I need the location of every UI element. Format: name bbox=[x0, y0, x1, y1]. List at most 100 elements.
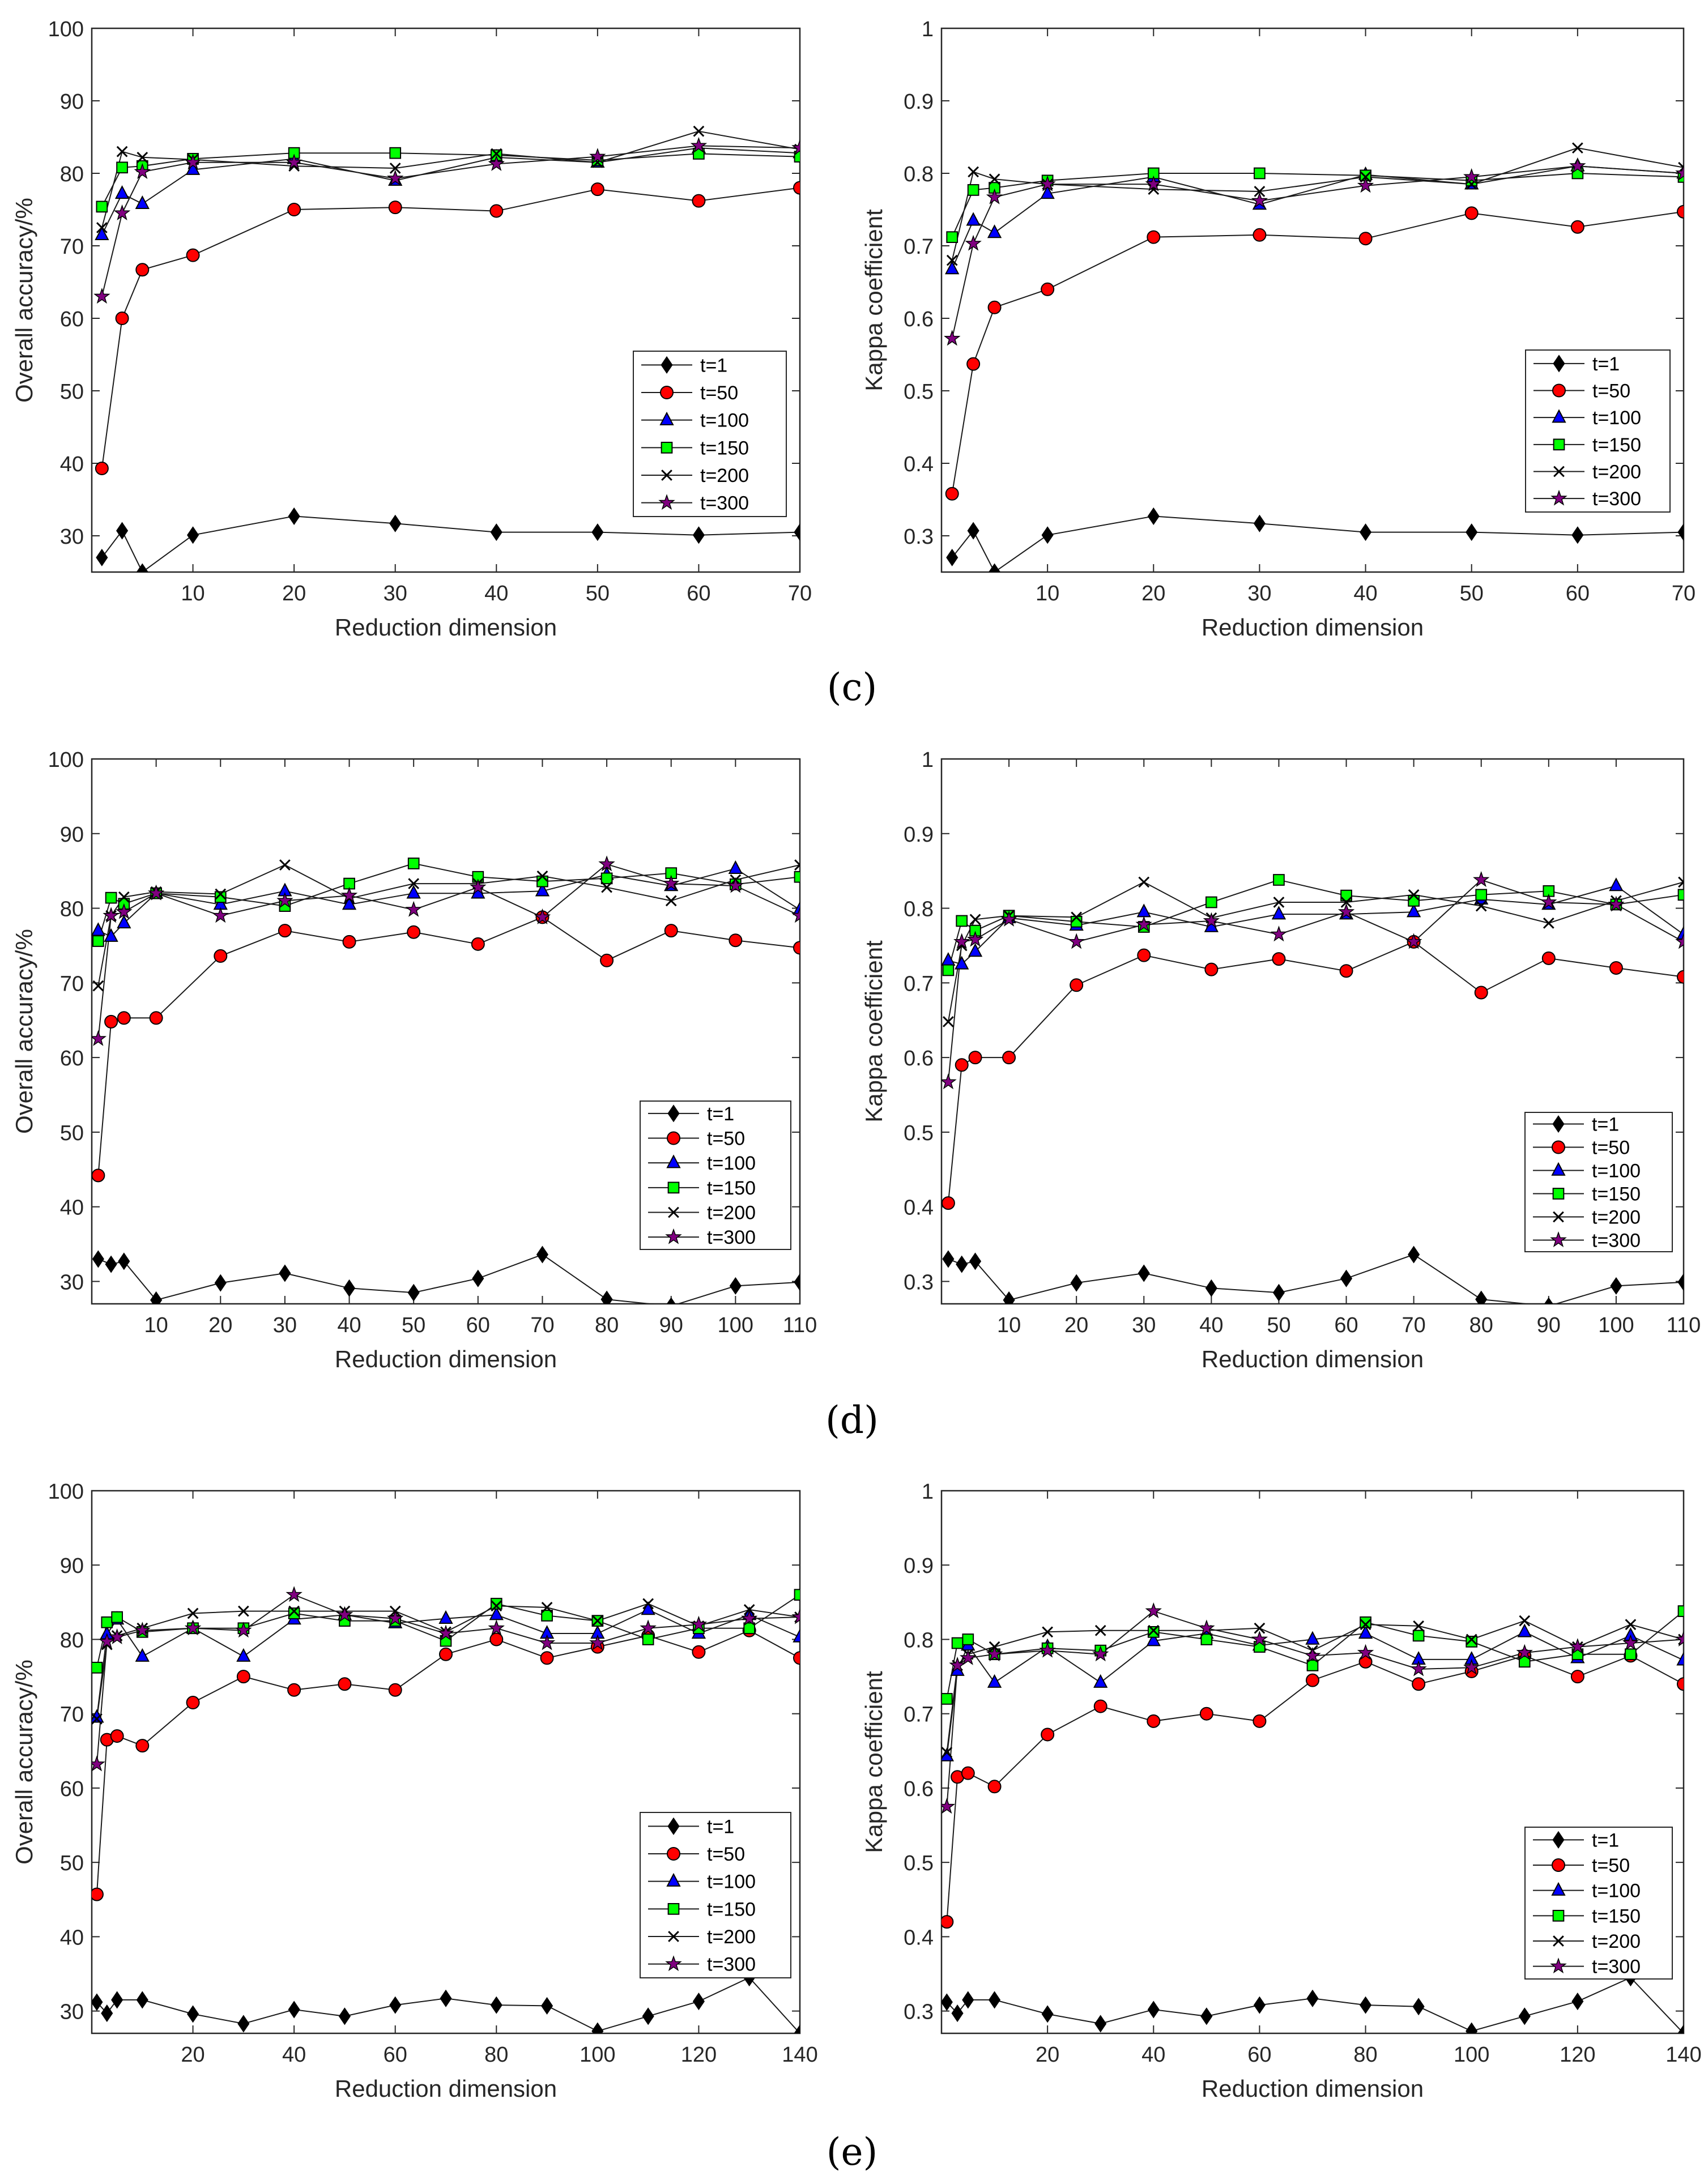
legend-label-t-100: t=100 bbox=[1592, 407, 1641, 429]
series-line-t-200 bbox=[97, 864, 800, 986]
point-t-300 bbox=[1410, 1660, 1427, 1677]
legend-marker-t-1 bbox=[667, 1104, 680, 1123]
point-t-1 bbox=[1041, 526, 1054, 544]
point-t-50 bbox=[135, 263, 150, 277]
y-tick-label: 80 bbox=[60, 163, 84, 186]
point-t-150 bbox=[407, 858, 420, 869]
point-t-50 bbox=[1570, 1670, 1584, 1684]
panel-label-c: (c) bbox=[827, 666, 877, 709]
point-t-300 bbox=[791, 1608, 800, 1624]
legend-marker-t-150 bbox=[1552, 1188, 1565, 1200]
point-t-1 bbox=[729, 1277, 742, 1295]
point-t-150 bbox=[1200, 1633, 1213, 1645]
point-t-200 bbox=[942, 1747, 953, 1758]
point-t-50 bbox=[1464, 206, 1479, 220]
point-t-100 bbox=[1358, 1625, 1373, 1639]
point-t-300 bbox=[1569, 157, 1586, 173]
y-tick-label: 0.3 bbox=[904, 525, 934, 549]
point-t-50 bbox=[945, 487, 959, 501]
point-t-1 bbox=[92, 1250, 104, 1268]
y-tick-label: 80 bbox=[60, 898, 84, 922]
x-tick-label: 60 bbox=[1566, 582, 1590, 605]
x-tick-label: 70 bbox=[530, 1313, 554, 1337]
point-t-300 bbox=[92, 1755, 105, 1772]
plot-area bbox=[944, 142, 1684, 572]
x-tick-label: 40 bbox=[337, 1313, 361, 1337]
point-t-100 bbox=[135, 1648, 150, 1662]
y-tick-label: 50 bbox=[60, 380, 84, 404]
x-tick-label: 120 bbox=[1560, 2043, 1595, 2067]
point-t-300 bbox=[1145, 175, 1162, 191]
point-t-50 bbox=[186, 1696, 200, 1710]
legend-label-t-1: t=1 bbox=[707, 1103, 734, 1125]
legend-label-t-300: t=300 bbox=[1592, 1956, 1641, 1978]
point-t-300 bbox=[953, 933, 970, 949]
point-t-100 bbox=[966, 212, 981, 226]
point-t-200 bbox=[1475, 900, 1487, 912]
point-t-200 bbox=[1340, 897, 1352, 908]
x-tick-label: 110 bbox=[783, 1313, 817, 1337]
point-t-200 bbox=[1543, 918, 1554, 929]
point-t-300 bbox=[1135, 916, 1152, 932]
point-t-300 bbox=[1251, 192, 1268, 208]
point-t-50 bbox=[1147, 1714, 1161, 1728]
point-t-200 bbox=[1138, 876, 1150, 888]
y-tick-label: 0.7 bbox=[904, 972, 934, 996]
plot-area bbox=[942, 1602, 1684, 2033]
point-t-100 bbox=[1271, 906, 1286, 920]
point-t-1 bbox=[1475, 1290, 1488, 1304]
legend-box bbox=[633, 351, 787, 517]
point-t-50 bbox=[961, 1766, 975, 1780]
point-t-50 bbox=[664, 924, 678, 938]
point-t-50 bbox=[236, 1670, 250, 1684]
x-tick-label: 60 bbox=[1334, 1313, 1358, 1337]
y-tick-label: 100 bbox=[48, 748, 84, 772]
y-tick-label: 40 bbox=[60, 1196, 84, 1220]
point-t-100 bbox=[236, 1648, 251, 1662]
point-t-200 bbox=[1148, 1624, 1160, 1636]
point-t-50 bbox=[1041, 282, 1055, 296]
point-t-1 bbox=[591, 523, 604, 541]
series-line-t-1 bbox=[951, 515, 1684, 572]
y-tick-label: 30 bbox=[60, 1270, 84, 1294]
point-t-50 bbox=[1002, 1051, 1016, 1065]
point-t-100 bbox=[135, 195, 150, 210]
series-line-t-200 bbox=[947, 881, 1684, 1022]
point-t-300 bbox=[791, 139, 800, 155]
point-t-300 bbox=[134, 163, 151, 179]
point-t-300 bbox=[966, 931, 984, 947]
point-t-1 bbox=[92, 1993, 103, 2011]
point-t-300 bbox=[960, 1649, 977, 1665]
point-t-100 bbox=[1040, 185, 1055, 199]
point-t-200 bbox=[137, 151, 148, 163]
y-tick-label: 50 bbox=[60, 1852, 84, 1875]
point-t-1 bbox=[1360, 1996, 1372, 2014]
point-t-200 bbox=[1273, 897, 1285, 908]
point-t-300 bbox=[1675, 1631, 1684, 1646]
legend-marker-t-1 bbox=[661, 356, 673, 374]
point-t-50 bbox=[729, 933, 743, 948]
series-line-t-100 bbox=[101, 147, 800, 236]
y-tick-label: 0.9 bbox=[904, 823, 934, 847]
x-tick-label: 100 bbox=[1598, 1313, 1634, 1337]
point-t-300 bbox=[640, 1619, 657, 1636]
point-t-200 bbox=[491, 148, 502, 160]
point-t-100 bbox=[793, 1628, 800, 1643]
point-t-50 bbox=[793, 1651, 800, 1665]
legend-marker-t-50 bbox=[667, 1131, 680, 1145]
point-t-300 bbox=[589, 148, 606, 164]
point-t-50 bbox=[135, 1739, 150, 1753]
point-t-200 bbox=[665, 895, 677, 907]
x-axis-label: Reduction dimension bbox=[1202, 614, 1424, 641]
y-tick-label: 40 bbox=[60, 453, 84, 476]
point-t-150 bbox=[1625, 1648, 1637, 1661]
legend-label-t-200: t=200 bbox=[707, 1926, 756, 1948]
y-tick-label: 40 bbox=[60, 1926, 84, 1950]
point-t-1 bbox=[1340, 1269, 1353, 1287]
point-t-300 bbox=[741, 1610, 758, 1626]
point-t-300 bbox=[488, 1619, 505, 1636]
